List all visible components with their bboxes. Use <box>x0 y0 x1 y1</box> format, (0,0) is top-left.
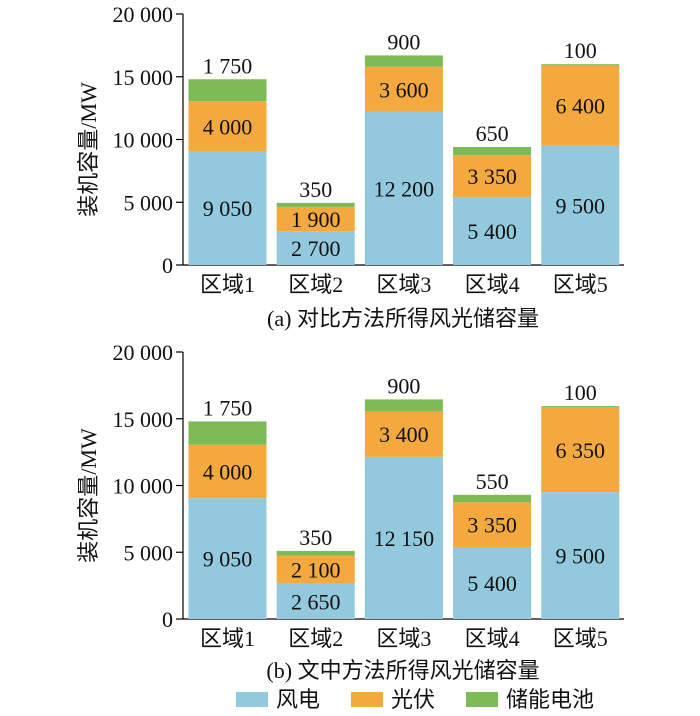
data-label-wind: 9 500 <box>556 544 606 569</box>
y-axis-title: 装机容量/MW <box>76 428 101 563</box>
data-label-pv: 3 400 <box>379 422 429 447</box>
bar-segment-battery <box>453 494 532 503</box>
bar-segment-pv <box>188 444 267 499</box>
bar-segment-pv <box>364 66 443 112</box>
y-tick-label: 10 000 <box>113 474 174 499</box>
chart-b: 0 5 000 10 000 15 000 20 000 装机容量/MW 9 050 4 00… <box>76 340 624 683</box>
data-label-pv: 1 900 <box>291 207 341 232</box>
data-label-battery: 350 <box>299 177 332 202</box>
data-label-pv: 4 000 <box>203 114 253 139</box>
x-tick-label: 区域4 <box>465 626 520 651</box>
legend-label-wind: 风电 <box>276 687 320 712</box>
data-label-wind: 2 650 <box>291 589 341 614</box>
data-label-wind: 9 500 <box>556 193 606 218</box>
bar-segment-battery <box>453 147 532 156</box>
data-label-battery: 100 <box>564 380 597 405</box>
bar-segment-wind <box>364 111 443 265</box>
data-label-wind: 2 700 <box>291 236 341 261</box>
bar-segment-wind <box>188 498 267 619</box>
y-tick-label: 15 000 <box>113 407 174 432</box>
y-tick-label: 0 <box>162 607 173 632</box>
y-tick-label: 20 000 <box>113 340 174 365</box>
bar-segment-wind <box>276 231 355 265</box>
data-label-wind: 12 200 <box>374 176 435 201</box>
data-label-battery: 650 <box>476 121 509 146</box>
data-label-pv: 3 600 <box>379 77 429 102</box>
data-label-wind: 9 050 <box>203 547 253 572</box>
chart-caption: (a) 对比方法所得风光储容量 <box>267 306 539 331</box>
data-label-wind: 5 400 <box>467 219 517 244</box>
x-tick-label: 区域3 <box>376 626 431 651</box>
bar-segment-pv <box>541 65 620 146</box>
legend-swatch-wind <box>236 692 268 707</box>
bar-segment-pv <box>188 101 267 152</box>
bar-segment-battery <box>276 550 355 556</box>
bar-segment-battery <box>541 406 620 408</box>
x-tick-label: 区域5 <box>553 272 608 297</box>
data-label-battery: 1 750 <box>203 53 253 78</box>
bar-segment-pv <box>453 155 532 198</box>
bar-segment-battery <box>541 64 620 66</box>
data-label-battery: 100 <box>564 38 597 63</box>
y-axis-title: 装机容量/MW <box>76 82 101 217</box>
legend-swatch-battery <box>466 692 498 707</box>
data-label-battery: 900 <box>387 373 420 398</box>
data-label-pv: 2 100 <box>291 558 341 583</box>
y-tick-label: 5 000 <box>124 540 174 565</box>
data-label-pv: 6 400 <box>556 94 606 119</box>
bar-segment-pv <box>276 207 355 232</box>
legend-swatch-pv <box>351 692 383 707</box>
data-label-battery: 350 <box>299 525 332 550</box>
x-tick-label: 区域1 <box>200 272 255 297</box>
data-label-battery: 900 <box>387 29 420 54</box>
data-label-wind: 9 050 <box>203 196 253 221</box>
bar-segment-pv <box>541 407 620 493</box>
y-tick-label: 10 000 <box>113 128 174 153</box>
chart-a: 0 5 000 10 000 15 000 20 000 装机容量/MW 9 050 4 00… <box>76 2 624 331</box>
bar-segment-wind <box>453 546 532 619</box>
data-label-pv: 6 350 <box>556 438 606 463</box>
bar-segment-wind <box>276 583 355 619</box>
data-label-battery: 1 750 <box>203 395 253 420</box>
data-label-pv: 4 000 <box>203 459 253 484</box>
y-tick-label: 5 000 <box>124 190 174 215</box>
x-tick-label: 区域2 <box>288 626 343 651</box>
legend-label-pv: 光伏 <box>391 687 435 712</box>
y-tick-label: 0 <box>162 253 173 278</box>
legend-label-battery: 储能电池 <box>506 687 594 712</box>
bar-segment-battery <box>276 202 355 208</box>
legend: 风电 光伏 储能电池 <box>236 687 594 712</box>
data-label-battery: 550 <box>476 469 509 494</box>
bar-segment-wind <box>364 456 443 619</box>
bar-segment-battery <box>188 79 267 102</box>
bar-segment-pv <box>364 411 443 457</box>
bar-segment-wind <box>453 197 532 265</box>
data-label-pv: 3 350 <box>467 513 517 538</box>
data-label-pv: 3 350 <box>467 164 517 189</box>
data-label-wind: 12 150 <box>374 526 435 551</box>
bar-segment-wind <box>541 145 620 265</box>
x-tick-label: 区域3 <box>376 272 431 297</box>
bar-segment-pv <box>453 502 532 547</box>
chart-caption: (b) 文中方法所得风光储容量 <box>266 658 539 683</box>
y-tick-label: 15 000 <box>113 65 174 90</box>
bar-segment-pv <box>276 555 355 584</box>
y-tick-label: 20 000 <box>113 2 174 27</box>
bar-segment-wind <box>541 492 620 619</box>
bar-segment-battery <box>364 55 443 67</box>
data-label-wind: 5 400 <box>467 571 517 596</box>
x-tick-label: 区域2 <box>288 272 343 297</box>
x-tick-label: 区域1 <box>200 626 255 651</box>
x-tick-label: 区域4 <box>465 272 520 297</box>
x-tick-label: 区域5 <box>553 626 608 651</box>
bar-segment-wind <box>188 151 267 265</box>
bar-segment-battery <box>364 399 443 412</box>
bar-segment-battery <box>188 421 267 445</box>
